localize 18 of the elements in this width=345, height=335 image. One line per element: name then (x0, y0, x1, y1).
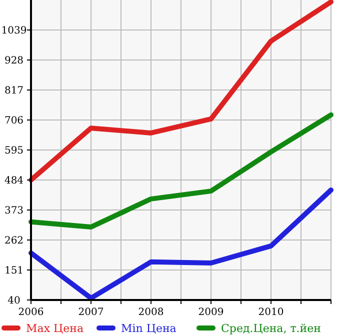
y-tick-label: 928 (4, 56, 24, 66)
y-tick-label: 151 (4, 266, 24, 276)
x-tick-label: 2010 (258, 307, 284, 318)
y-tick-label: 373 (4, 206, 24, 216)
legend-label: Min Цена (121, 322, 177, 335)
legend-label: Сред.Цена, т.йен (221, 322, 321, 335)
x-tick-label: 2006 (18, 307, 44, 318)
y-tick-label: 40 (8, 296, 20, 306)
x-tick-label: 2008 (138, 307, 164, 318)
y-tick-label: 817 (4, 86, 24, 96)
x-tick-label: 2007 (78, 307, 104, 318)
y-tick-label: 484 (4, 176, 24, 186)
x-tick-label: 2009 (198, 307, 224, 318)
y-tick-label: 706 (4, 116, 24, 126)
y-tick-label: 1039 (1, 26, 27, 36)
y-tick-label: 595 (4, 146, 24, 156)
y-tick-label: 262 (4, 236, 24, 246)
legend-label: Max Цена (26, 322, 84, 335)
